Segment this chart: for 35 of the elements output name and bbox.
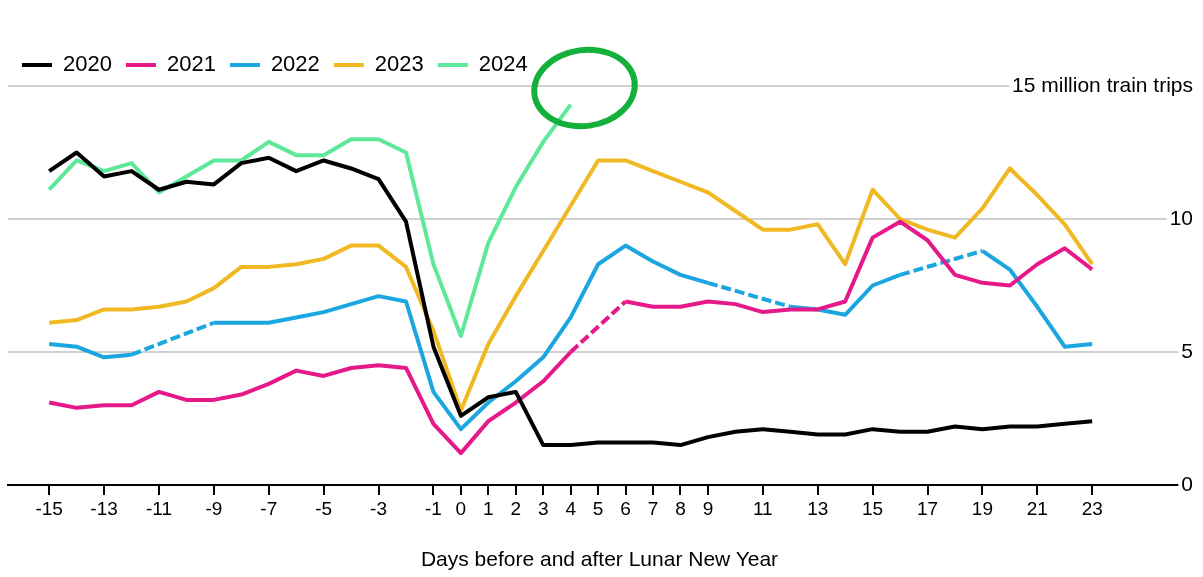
x-tick-label: 17 [916,497,939,519]
x-tick-label: -3 [370,497,387,519]
x-tick-label: 6 [620,497,631,519]
x-tick-label: 13 [807,497,829,519]
y-tick-label: 0 [1181,471,1193,495]
x-tick-label: 23 [1081,497,1103,519]
x-tick-label: 8 [675,497,686,519]
x-tick-label: 5 [592,497,604,519]
x-tick-label: -15 [35,497,63,519]
x-tick-label: 11 [752,497,773,519]
x-tick-label: 1 [483,497,494,519]
legend-label: 2020 [63,51,112,77]
x-tick-label: 7 [647,497,659,519]
legend-label: 2021 [166,51,216,77]
legend-label: 2022 [270,51,320,77]
x-tick-label: 15 [862,497,884,519]
x-tick-label: 2 [510,497,522,519]
y-tick-label: 10 [1169,205,1193,229]
x-tick-label: 21 [1026,497,1048,519]
x-tick-label: -7 [260,497,278,519]
x-tick-label: 4 [565,497,577,519]
y-tick-label: 5 [1181,338,1193,362]
legend-label: 2023 [374,51,424,77]
x-tick-label: -5 [315,497,333,519]
x-axis-title: Days before and after Lunar New Year [420,547,779,571]
x-tick-label: 19 [971,497,993,519]
x-tick-label: -13 [90,497,118,519]
x-tick-label: 9 [702,497,714,519]
x-tick-label: -1 [424,497,442,519]
x-tick-label: 0 [455,497,467,519]
x-tick-label: -11 [145,497,172,519]
y-tick-label: 15 million train trips [1012,72,1193,96]
legend-label: 2024 [478,51,528,77]
x-tick-label: -9 [205,497,223,519]
x-tick-label: 3 [537,497,549,519]
